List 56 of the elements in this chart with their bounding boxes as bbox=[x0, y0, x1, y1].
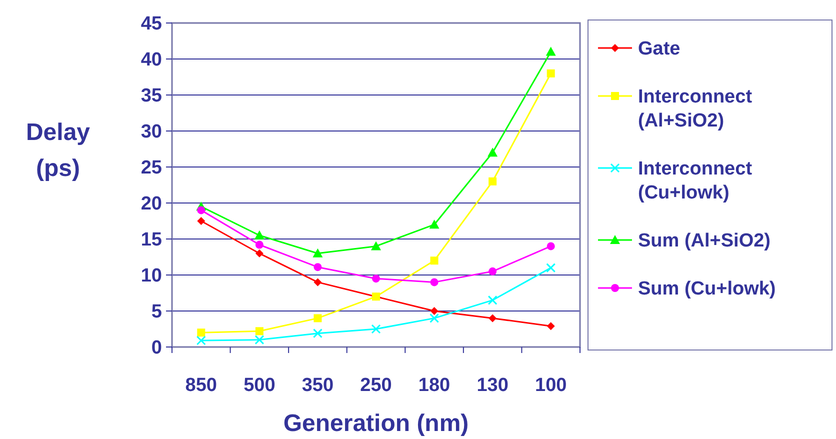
y-tick-label: 25 bbox=[140, 158, 162, 179]
point bbox=[197, 328, 206, 337]
y-tick-label: 0 bbox=[151, 338, 162, 359]
point bbox=[429, 220, 440, 229]
x-tick-label: 500 bbox=[244, 375, 276, 396]
legend-label: Sum (Al+SiO2) bbox=[638, 230, 770, 252]
point bbox=[546, 263, 556, 273]
point bbox=[430, 278, 438, 286]
point bbox=[196, 336, 206, 346]
point bbox=[255, 240, 264, 249]
point bbox=[546, 46, 556, 56]
point bbox=[197, 206, 206, 214]
x-axis-title: Generation (nm) bbox=[283, 410, 469, 437]
point bbox=[255, 327, 264, 336]
point bbox=[312, 328, 322, 338]
point bbox=[546, 69, 555, 78]
point bbox=[546, 242, 555, 250]
point bbox=[254, 335, 264, 345]
point bbox=[488, 177, 497, 186]
y-tick-label: 20 bbox=[140, 194, 162, 215]
y-tick-label: 5 bbox=[151, 302, 162, 323]
point bbox=[546, 322, 555, 330]
point bbox=[430, 307, 438, 315]
point bbox=[314, 278, 322, 286]
y-tick-label: 30 bbox=[140, 122, 162, 143]
point bbox=[488, 314, 497, 322]
y-tick-label: 45 bbox=[140, 14, 162, 35]
point bbox=[314, 263, 322, 272]
point bbox=[371, 241, 381, 250]
y-tick-label: 15 bbox=[140, 230, 162, 251]
point bbox=[197, 217, 206, 225]
x-tick-label: 130 bbox=[476, 375, 508, 396]
x-tick-label: 350 bbox=[302, 375, 334, 396]
point bbox=[371, 324, 381, 334]
point bbox=[488, 267, 497, 276]
point bbox=[488, 295, 498, 305]
y-axis-title: Delay (ps) bbox=[26, 119, 91, 182]
point bbox=[430, 313, 440, 323]
legend-label: Sum (Cu+lowk) bbox=[638, 278, 776, 300]
point bbox=[255, 249, 264, 258]
y-tick-label: 10 bbox=[140, 266, 162, 287]
x-tick-label: 100 bbox=[535, 375, 567, 396]
y-tick-label: 35 bbox=[140, 86, 162, 107]
point bbox=[488, 148, 498, 157]
point bbox=[372, 274, 380, 283]
point bbox=[314, 314, 322, 322]
y-tick-label: 40 bbox=[140, 50, 162, 71]
x-tick-label: 850 bbox=[185, 375, 217, 396]
x-tick-label: 250 bbox=[360, 375, 392, 396]
legend-label: Interconnect (Cu+lowk) bbox=[638, 158, 753, 204]
legend-label: Interconnect (Al+SiO2) bbox=[638, 86, 753, 132]
point bbox=[312, 248, 323, 258]
point bbox=[430, 256, 438, 265]
x-tick-label: 180 bbox=[418, 375, 450, 396]
legend-label: Gate bbox=[638, 38, 680, 60]
point bbox=[254, 230, 264, 240]
